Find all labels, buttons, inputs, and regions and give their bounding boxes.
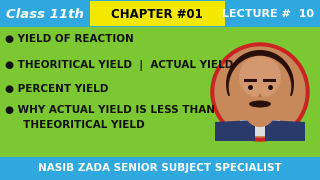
Text: THEEORITICAL YIELD: THEEORITICAL YIELD <box>5 120 145 130</box>
Text: ● PERCENT YIELD: ● PERCENT YIELD <box>5 84 108 94</box>
Text: LECTURE #  10: LECTURE # 10 <box>222 9 314 19</box>
Polygon shape <box>265 120 305 141</box>
Text: Class 11th: Class 11th <box>6 8 84 21</box>
Circle shape <box>240 57 280 97</box>
Bar <box>240 120 280 136</box>
Circle shape <box>211 43 309 141</box>
Bar <box>263 79 276 82</box>
Circle shape <box>215 47 305 137</box>
Text: ● WHY ACTUAL YIELD IS LESS THAN: ● WHY ACTUAL YIELD IS LESS THAN <box>5 105 215 115</box>
Polygon shape <box>215 120 255 141</box>
Text: ● THEORITICAL YIELD  |  ACTUAL YIELD: ● THEORITICAL YIELD | ACTUAL YIELD <box>5 60 233 71</box>
Text: ● YIELD OF REACTION: ● YIELD OF REACTION <box>5 34 134 44</box>
Bar <box>244 79 257 82</box>
Circle shape <box>228 52 292 116</box>
Bar <box>0 0 320 27</box>
Ellipse shape <box>249 100 271 107</box>
Circle shape <box>229 56 291 118</box>
Bar <box>90 1 225 26</box>
Text: NASIB ZADA SENIOR SUBJECT SPECIALIST: NASIB ZADA SENIOR SUBJECT SPECIALIST <box>38 163 282 173</box>
Wedge shape <box>227 51 293 95</box>
Text: CHAPTER #01: CHAPTER #01 <box>111 8 203 21</box>
Circle shape <box>246 98 274 126</box>
Bar <box>0 157 320 180</box>
Polygon shape <box>256 93 264 100</box>
